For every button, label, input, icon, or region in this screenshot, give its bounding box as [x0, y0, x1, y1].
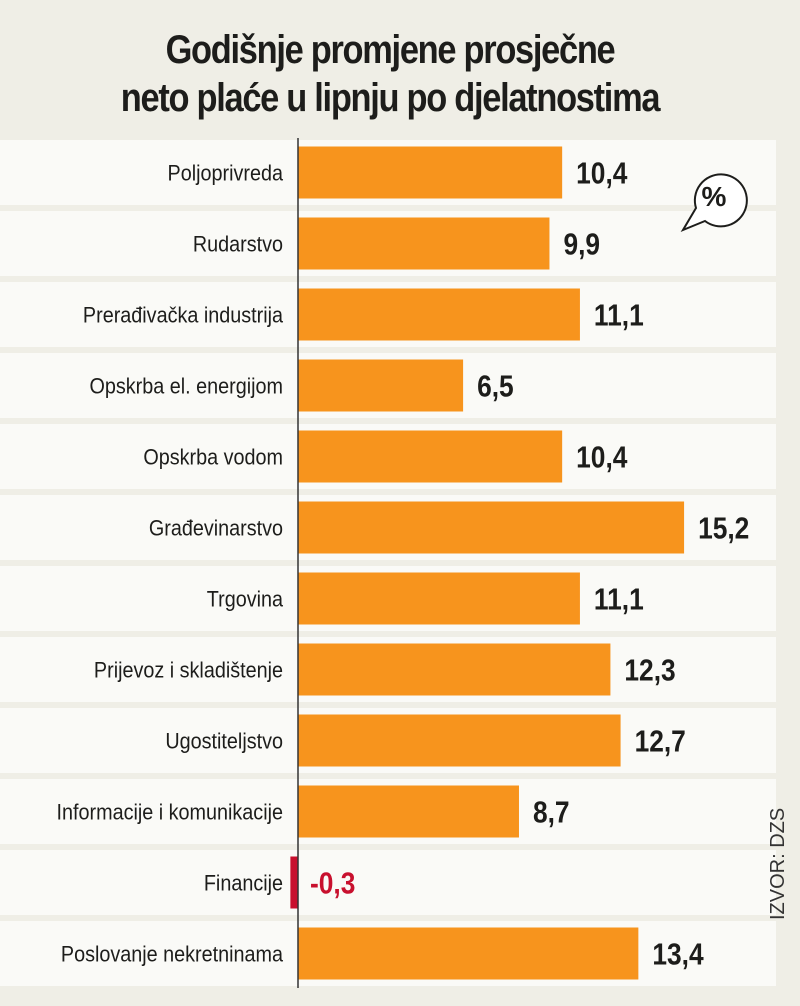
- category-label: Financije: [204, 872, 283, 896]
- category-label: Opskrba vodom: [143, 446, 283, 470]
- category-label: Poljoprivreda: [168, 162, 284, 186]
- category-label: Prijevoz i skladištenje: [94, 659, 283, 683]
- category-label: Informacije i komunikacije: [57, 801, 283, 825]
- category-label: Građevinarstvo: [149, 517, 283, 541]
- bar: [298, 430, 563, 483]
- category-label: Prerađivačka industrija: [83, 304, 283, 328]
- category-label: Opskrba el. energijom: [90, 375, 283, 399]
- speech-bubble-icon: [680, 173, 748, 233]
- value-label: 10,4: [576, 441, 627, 475]
- category-label: Rudarstvo: [193, 233, 283, 257]
- bar: [298, 643, 611, 696]
- unit-badge: %: [702, 181, 727, 212]
- title-line-1: Godišnje promjene prosječne: [165, 28, 616, 72]
- category-label: Trgovina: [207, 588, 284, 612]
- bar: [298, 146, 563, 199]
- chart-title: Godišnje promjene prosječne neto plaće u…: [55, 26, 726, 122]
- bar: [290, 856, 298, 909]
- bar: [298, 714, 621, 767]
- bar: [298, 217, 550, 270]
- category-label: Poslovanje nekretninama: [61, 943, 283, 967]
- value-label: 11,1: [594, 299, 644, 333]
- source-note: IZVOR: DZS: [767, 807, 789, 920]
- category-label: Ugostiteljstvo: [165, 730, 283, 754]
- row-band: [0, 850, 776, 915]
- bar: [298, 572, 580, 625]
- value-label: 6,5: [477, 370, 514, 404]
- bar: [298, 927, 639, 980]
- title-line-2: neto plaće u lipnju po djelatnostima: [120, 76, 661, 120]
- value-label: 15,2: [698, 512, 749, 546]
- value-label: 13,4: [652, 938, 703, 972]
- value-label: 11,1: [594, 583, 644, 617]
- value-label: 10,4: [576, 157, 627, 191]
- bar: [298, 359, 464, 412]
- value-label: 12,7: [635, 725, 686, 759]
- value-label: 12,3: [624, 654, 675, 688]
- bar: [298, 288, 580, 341]
- value-label: -0,3: [310, 867, 355, 901]
- value-label: 8,7: [533, 796, 570, 830]
- bar: [298, 501, 685, 554]
- bar: [298, 785, 519, 838]
- value-label: 9,9: [563, 228, 600, 262]
